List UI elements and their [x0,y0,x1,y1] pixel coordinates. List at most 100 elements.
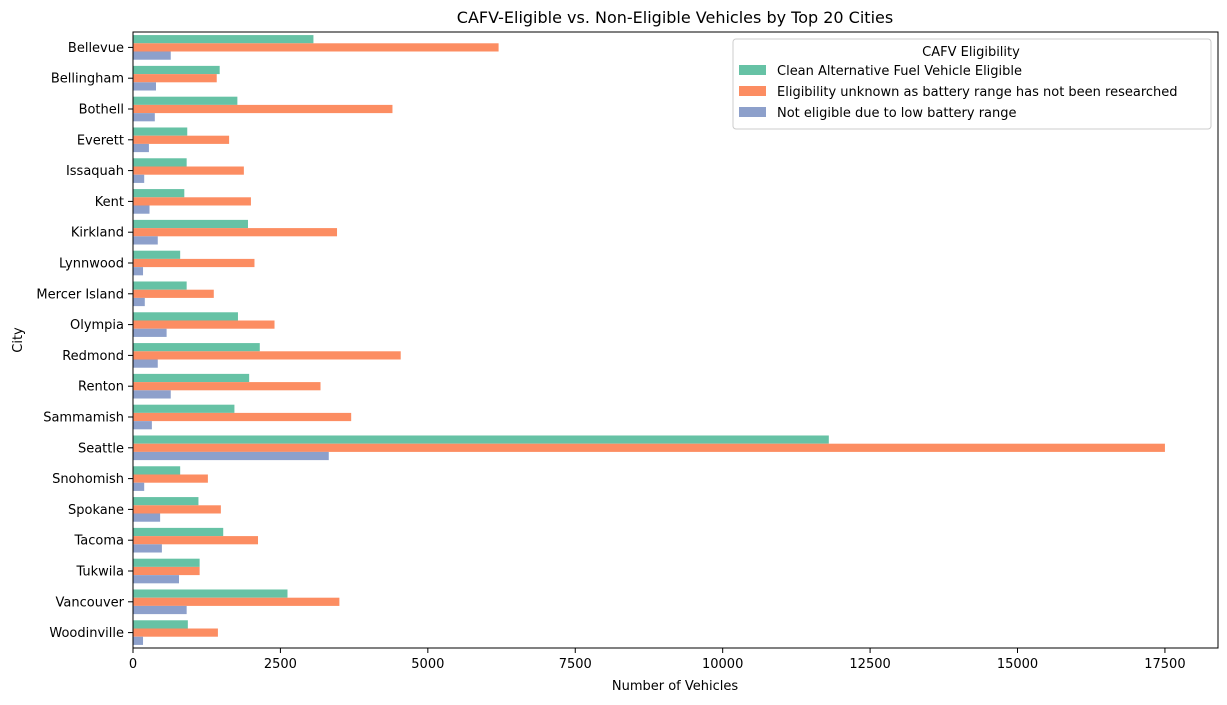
y-tick-label: Tukwila [75,565,124,580]
y-tick-label: Everett [77,133,124,148]
bar-bothell-series-1 [133,96,238,105]
x-tick-label: 0 [129,657,137,672]
bar-woodinville-series-1 [133,620,188,629]
bar-everett-series-3 [133,143,149,153]
bar-renton-series-2 [133,382,321,391]
y-tick-label: Mercer Island [36,287,124,302]
bar-tukwila-series-3 [133,575,179,584]
y-tick-label: Kirkland [71,226,124,241]
y-tick-label: Snohomish [52,472,124,487]
bar-kent-series-3 [133,205,150,214]
bar-everett-series-2 [133,135,230,144]
x-axis-ticks: 0 2500 5000 7500 10000 12500 15000 17500 [129,648,1186,672]
y-tick-label: Olympia [70,318,124,333]
bar-bothell-series-3 [133,113,155,122]
legend-swatch [739,86,766,96]
y-tick-label: Issaquah [66,164,124,179]
bar-issaquah-series-3 [133,174,145,183]
y-tick-label: Tacoma [74,534,125,549]
y-tick-label: Vancouver [56,595,125,610]
y-tick-label: Bothell [79,103,124,118]
y-tick-label: Woodinville [49,626,124,641]
bar-kirkland-series-1 [133,219,248,229]
bar-kent-series-2 [133,197,251,206]
legend-entry-label: Not eligible due to low battery range [777,106,1017,121]
bar-spokane-series-3 [133,513,161,522]
bar-seattle-series-3 [133,451,329,461]
bar-kirkland-series-2 [133,228,338,237]
bar-bellevue-series-2 [133,43,499,52]
legend-entry-label: Clean Alternative Fuel Vehicle Eligible [777,64,1022,79]
bar-vancouver-series-1 [133,589,288,598]
legend-entry-label: Eligibility unknown as battery range has… [777,85,1178,100]
bar-woodinville-series-3 [133,636,144,645]
x-tick-label: 5000 [411,657,444,672]
x-tick-label: 17500 [1144,657,1185,672]
y-tick-label: Renton [78,380,124,395]
bar-spokane-series-2 [133,505,221,514]
bar-lynnwood-series-1 [133,250,181,259]
bar-bellingham-series-3 [133,82,156,91]
bar-mercer-island-series-1 [133,281,187,290]
y-tick-label: Kent [95,195,124,210]
bar-tacoma-series-1 [133,527,224,537]
bar-everett-series-1 [133,127,188,136]
x-tick-label: 2500 [264,657,297,672]
y-tick-label: Sammamish [43,411,124,426]
legend-entries: Clean Alternative Fuel Vehicle Eligible E… [739,64,1178,121]
bar-tacoma-series-2 [133,536,259,545]
legend-swatch [739,107,766,117]
bar-olympia-series-1 [133,312,238,321]
bar-issaquah-series-2 [133,166,244,175]
bar-bellingham-series-1 [133,65,220,75]
bar-renton-series-3 [133,390,171,399]
bar-lynnwood-series-2 [133,258,255,268]
bar-bellevue-series-1 [133,35,314,44]
bar-kent-series-1 [133,189,185,198]
chart-title: CAFV-Eligible vs. Non-Eligible Vehicles … [457,8,893,27]
x-tick-label: 12500 [849,657,890,672]
y-axis-ticks: Bellevue Bellingham Bothell Everett Issaquah… [36,41,133,641]
y-tick-label: Seattle [78,441,124,456]
bar-seattle-series-1 [133,435,829,444]
bar-woodinville-series-2 [133,628,218,637]
bar-tukwila-series-2 [133,566,200,576]
bar-redmond-series-3 [133,359,158,368]
bar-sammamish-series-2 [133,412,352,422]
bar-seattle-series-2 [133,443,1165,452]
bar-snohomish-series-3 [133,482,145,491]
bar-snohomish-series-2 [133,474,208,483]
legend-swatch [739,65,766,75]
legend: CAFV Eligibility Clean Alternative Fuel … [732,38,1212,130]
x-axis-label: Number of Vehicles [612,679,739,694]
x-tick-label: 10000 [702,657,743,672]
bar-renton-series-1 [133,373,250,383]
plot-frame [132,31,1219,649]
y-tick-label: Redmond [62,349,124,364]
bar-sammamish-series-1 [133,404,235,413]
y-tick-label: Spokane [68,503,124,518]
y-axis-label: City [11,327,26,353]
bar-tukwila-series-1 [133,558,200,567]
x-tick-label: 15000 [997,657,1038,672]
bar-tacoma-series-3 [133,544,162,553]
y-tick-label: Lynnwood [59,257,124,272]
bar-bothell-series-2 [133,104,393,114]
bar-vancouver-series-2 [133,597,340,606]
bar-mercer-island-series-3 [133,297,145,307]
bar-lynnwood-series-3 [133,267,144,276]
bar-kirkland-series-3 [133,236,158,245]
bar-spokane-series-1 [133,497,199,506]
legend-title: CAFV Eligibility [922,45,1020,60]
legend-frame [732,38,1212,130]
y-tick-label: Bellingham [51,72,124,87]
x-tick-label: 7500 [559,657,592,672]
bar-snohomish-series-1 [133,466,181,475]
bar-olympia-series-2 [133,320,275,329]
bar-bellevue-series-3 [133,51,171,60]
bar-vancouver-series-3 [133,605,187,615]
bar-olympia-series-3 [133,328,167,337]
bar-redmond-series-2 [133,351,401,360]
